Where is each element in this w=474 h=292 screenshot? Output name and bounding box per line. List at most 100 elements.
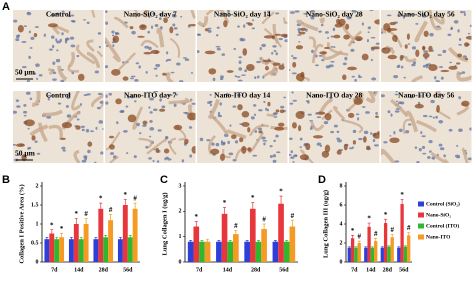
nucleus (386, 14, 392, 17)
nucleus (85, 128, 90, 133)
nucleus (81, 159, 87, 163)
nucleus (105, 10, 108, 14)
nucleus (105, 101, 109, 105)
nucleus (309, 119, 314, 122)
bar (83, 224, 89, 262)
nucleus (217, 111, 221, 116)
nucleus (289, 154, 292, 156)
significance-mark: * (367, 215, 371, 223)
error-bar (45, 236, 49, 242)
tissue (73, 149, 81, 163)
stain (323, 46, 331, 50)
tissue (133, 10, 138, 19)
error-bar (194, 221, 198, 232)
bar (255, 241, 262, 262)
legend-swatch (418, 234, 424, 240)
nucleus (458, 37, 462, 42)
significance-mark: * (384, 211, 388, 219)
nucleus (397, 13, 402, 17)
bar (350, 238, 355, 262)
tissue (326, 41, 349, 56)
stain (353, 97, 363, 105)
stain (258, 130, 263, 134)
nucleus (135, 62, 140, 65)
stain (342, 74, 347, 81)
stain (448, 65, 458, 70)
nucleus (330, 45, 334, 48)
stain (280, 33, 288, 38)
nucleus (330, 35, 335, 38)
nucleus (123, 130, 128, 133)
nucleus (153, 91, 159, 93)
nucleus (111, 30, 115, 34)
tissue (190, 10, 196, 19)
legend-swatch (418, 212, 424, 218)
nucleus (133, 155, 137, 159)
nucleus (227, 10, 230, 13)
stain (77, 73, 85, 81)
nucleus (272, 154, 277, 158)
tissue (210, 114, 229, 135)
tissue (416, 119, 437, 133)
significance-mark: * (99, 195, 103, 203)
nucleus (265, 107, 268, 111)
error-bar (390, 234, 394, 241)
nucleus (289, 137, 293, 141)
nucleus (273, 50, 277, 52)
stain (362, 136, 367, 143)
image-label: Nano-SiO₂ day 56 (398, 10, 455, 19)
nucleus (158, 13, 163, 16)
nucleus (354, 78, 357, 82)
error-bar (60, 233, 64, 242)
nucleus (155, 63, 161, 68)
nucleus (55, 58, 61, 63)
bar (204, 241, 211, 262)
tissue (96, 50, 104, 58)
stain (204, 28, 209, 32)
nucleus (318, 54, 324, 57)
nucleus (209, 103, 213, 107)
nucleus (244, 69, 247, 73)
nucleus (329, 96, 333, 100)
image-label: Nano-ITO day 28 (306, 91, 362, 100)
nucleus (291, 54, 294, 58)
nucleus (67, 15, 72, 18)
stain (343, 143, 348, 151)
nucleus (290, 156, 295, 159)
nucleus (258, 109, 263, 112)
nucleus (289, 11, 295, 14)
nucleus (152, 12, 156, 15)
legend-label: Nano-ITO (426, 234, 451, 240)
nucleus (408, 123, 412, 126)
nucleus (467, 32, 471, 35)
stain (456, 62, 461, 65)
stain (422, 52, 430, 59)
nucleus (371, 77, 377, 81)
tissue (332, 106, 346, 121)
x-tick-label: 7d (351, 267, 358, 273)
nucleus (291, 91, 294, 94)
stain (223, 20, 228, 28)
nucleus (228, 152, 234, 156)
tissue (390, 98, 409, 118)
nucleus (370, 132, 373, 135)
nucleus (256, 75, 260, 79)
nucleus (469, 24, 472, 28)
bar (193, 226, 200, 262)
nucleus (238, 56, 242, 59)
tissue (138, 137, 153, 149)
nucleus (457, 29, 460, 33)
tissue (117, 52, 136, 71)
nucleus (381, 94, 385, 98)
nucleus (115, 31, 119, 35)
nucleus (290, 150, 294, 154)
micrograph (381, 91, 472, 163)
nucleus (393, 131, 396, 135)
stain (247, 147, 252, 152)
x-tick-label: 14d (74, 267, 84, 273)
nucleus (64, 39, 68, 44)
stain (277, 122, 285, 127)
nucleus (220, 140, 223, 144)
tissue (411, 75, 423, 82)
legend-label: Nano-SiO₂ (426, 212, 451, 218)
